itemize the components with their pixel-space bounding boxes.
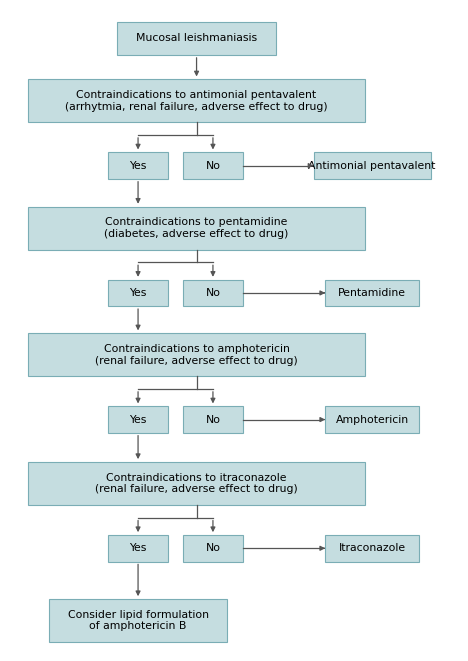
Text: Contraindications to itraconazole
(renal failure, adverse effect to drug): Contraindications to itraconazole (renal…	[95, 473, 298, 494]
FancyBboxPatch shape	[108, 535, 168, 561]
Text: No: No	[205, 543, 220, 553]
FancyBboxPatch shape	[325, 280, 419, 306]
Text: Consider lipid formulation
of amphotericin B: Consider lipid formulation of amphoteric…	[67, 610, 209, 631]
Text: Yes: Yes	[129, 543, 147, 553]
FancyBboxPatch shape	[28, 462, 365, 505]
Text: Itraconazole: Itraconazole	[338, 543, 406, 553]
FancyBboxPatch shape	[314, 153, 431, 179]
Text: No: No	[205, 161, 220, 171]
FancyBboxPatch shape	[325, 407, 419, 433]
FancyBboxPatch shape	[183, 407, 243, 433]
FancyBboxPatch shape	[325, 535, 419, 561]
Text: Antimonial pentavalent: Antimonial pentavalent	[308, 161, 436, 171]
FancyBboxPatch shape	[183, 535, 243, 561]
Text: Yes: Yes	[129, 288, 147, 298]
FancyBboxPatch shape	[117, 22, 276, 55]
FancyBboxPatch shape	[108, 153, 168, 179]
Text: Contraindications to antimonial pentavalent
(arrhytmia, renal failure, adverse e: Contraindications to antimonial pentaval…	[65, 90, 328, 112]
Text: Mucosal leishmaniasis: Mucosal leishmaniasis	[136, 33, 257, 43]
FancyBboxPatch shape	[183, 280, 243, 306]
Text: Contraindications to amphotericin
(renal failure, adverse effect to drug): Contraindications to amphotericin (renal…	[95, 344, 298, 366]
FancyBboxPatch shape	[28, 207, 365, 250]
Text: Yes: Yes	[129, 161, 147, 171]
Text: Contraindications to pentamidine
(diabetes, adverse effect to drug): Contraindications to pentamidine (diabet…	[104, 217, 289, 239]
FancyBboxPatch shape	[108, 407, 168, 433]
FancyBboxPatch shape	[183, 153, 243, 179]
Text: No: No	[205, 288, 220, 298]
Text: Yes: Yes	[129, 414, 147, 424]
Text: Amphotericin: Amphotericin	[336, 414, 409, 424]
Text: No: No	[205, 414, 220, 424]
FancyBboxPatch shape	[49, 599, 227, 642]
Text: Pentamidine: Pentamidine	[338, 288, 406, 298]
FancyBboxPatch shape	[108, 280, 168, 306]
FancyBboxPatch shape	[28, 333, 365, 376]
FancyBboxPatch shape	[28, 79, 365, 122]
